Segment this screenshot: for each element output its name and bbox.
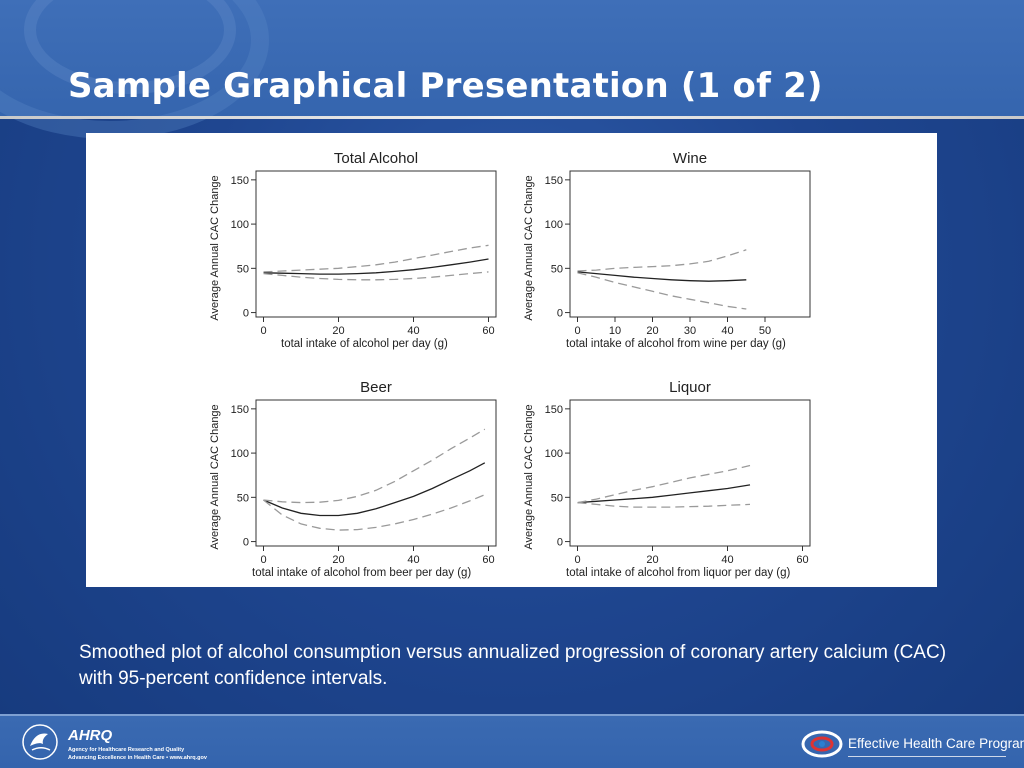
y-axis-label: Average Annual CAC Change xyxy=(523,404,535,549)
ehc-label: Effective Health Care Program xyxy=(848,736,1024,751)
y-tick-label: 50 xyxy=(551,492,563,504)
x-tick-label: 20 xyxy=(646,554,658,566)
x-tick-label: 0 xyxy=(260,325,266,337)
figure-panel: Total Alcohol 0 50 100 150 0 20 40 60 total intak… xyxy=(86,133,937,587)
x-tick-label: 40 xyxy=(407,325,419,337)
chart-3: Beer 0 50 100 150 0 20 40 60 total intake of alco… xyxy=(209,379,497,579)
x-tick-label: 20 xyxy=(646,325,658,337)
y-tick-label: 100 xyxy=(231,219,249,231)
y-axis-label: Average Annual CAC Change xyxy=(523,175,535,320)
upper-ci-line xyxy=(263,244,489,273)
plot-frame xyxy=(255,170,497,318)
x-tick-label: 60 xyxy=(482,325,494,337)
slide-title: Sample Graphical Presentation (1 of 2) xyxy=(68,66,823,106)
ehc-underline xyxy=(848,756,1006,757)
x-axis-label: total intake of alcohol from liquor per … xyxy=(566,567,791,579)
y-tick-label: 100 xyxy=(545,219,563,231)
ehc-logo: Effective Health Care Program xyxy=(800,727,1024,763)
x-tick-label: 50 xyxy=(759,325,771,337)
x-axis-label: total intake of alcohol from beer per da… xyxy=(252,567,471,579)
background-swirl-icon xyxy=(0,0,269,139)
y-tick-label: 100 xyxy=(545,448,563,460)
ehc-swirl-icon xyxy=(801,730,843,758)
ahrq-tagline-2: Advancing Excellence in Health Care • ww… xyxy=(68,755,207,761)
y-tick-label: 50 xyxy=(237,492,249,504)
chart-title: Liquor xyxy=(669,379,711,396)
y-tick-label: 150 xyxy=(545,404,563,416)
plot-frame xyxy=(255,399,497,547)
x-axis-label: total intake of alcohol from wine per da… xyxy=(566,338,786,350)
x-tick-label: 30 xyxy=(684,325,696,337)
y-tick-label: 150 xyxy=(231,175,249,187)
chart-4: Liquor 0 50 100 150 0 20 40 60 total intake of al… xyxy=(523,379,811,579)
lower-ci-line xyxy=(577,272,747,310)
x-tick-label: 10 xyxy=(609,325,621,337)
y-tick-label: 0 xyxy=(557,308,563,320)
x-tick-label: 20 xyxy=(332,554,344,566)
x-tick-label: 40 xyxy=(721,554,733,566)
y-tick-label: 50 xyxy=(237,263,249,275)
y-tick-label: 0 xyxy=(243,537,249,549)
x-tick-label: 20 xyxy=(332,325,344,337)
estimate-line xyxy=(263,462,486,517)
header-divider xyxy=(0,116,1024,119)
lower-ci-line xyxy=(263,494,486,531)
ahrq-logo: AHRQ Agency for Healthcare Research and … xyxy=(68,727,228,763)
footer-divider xyxy=(0,714,1024,716)
upper-ci-line xyxy=(577,249,747,272)
x-tick-label: 60 xyxy=(482,554,494,566)
x-tick-label: 40 xyxy=(407,554,419,566)
estimate-line xyxy=(577,271,747,282)
y-axis-label: Average Annual CAC Change xyxy=(209,404,221,549)
chart-1: Total Alcohol 0 50 100 150 0 20 40 60 total intak… xyxy=(209,150,497,350)
lower-ci-line xyxy=(577,501,751,508)
x-tick-label: 40 xyxy=(721,325,733,337)
upper-ci-line xyxy=(577,464,751,504)
x-tick-label: 0 xyxy=(574,554,580,566)
chart-title: Total Alcohol xyxy=(334,150,418,167)
plot-frame xyxy=(569,170,811,318)
y-tick-label: 150 xyxy=(231,404,249,416)
y-tick-label: 50 xyxy=(551,263,563,275)
figure-caption: Smoothed plot of alcohol consumption ver… xyxy=(79,642,947,689)
x-tick-label: 0 xyxy=(574,325,580,337)
upper-ci-line xyxy=(263,428,486,504)
chart-title: Wine xyxy=(673,150,707,167)
y-axis-label: Average Annual CAC Change xyxy=(209,175,221,320)
x-tick-label: 60 xyxy=(796,554,808,566)
hhs-eagle-icon xyxy=(22,724,58,760)
header-band xyxy=(0,0,1024,139)
estimate-line xyxy=(263,258,489,275)
y-tick-label: 0 xyxy=(243,308,249,320)
plot-frame xyxy=(569,399,811,547)
footer-band xyxy=(0,716,1024,768)
x-axis-label: total intake of alcohol per day (g) xyxy=(281,338,448,350)
y-tick-label: 100 xyxy=(231,448,249,460)
x-tick-label: 0 xyxy=(260,554,266,566)
lower-ci-line xyxy=(263,271,489,281)
chart-title: Beer xyxy=(360,379,392,396)
ahrq-logo-icon: AHRQ xyxy=(68,727,113,744)
y-tick-label: 150 xyxy=(545,175,563,187)
y-tick-label: 0 xyxy=(557,537,563,549)
ahrq-tagline-1: Agency for Healthcare Research and Quali… xyxy=(68,747,185,753)
estimate-line xyxy=(577,484,751,504)
